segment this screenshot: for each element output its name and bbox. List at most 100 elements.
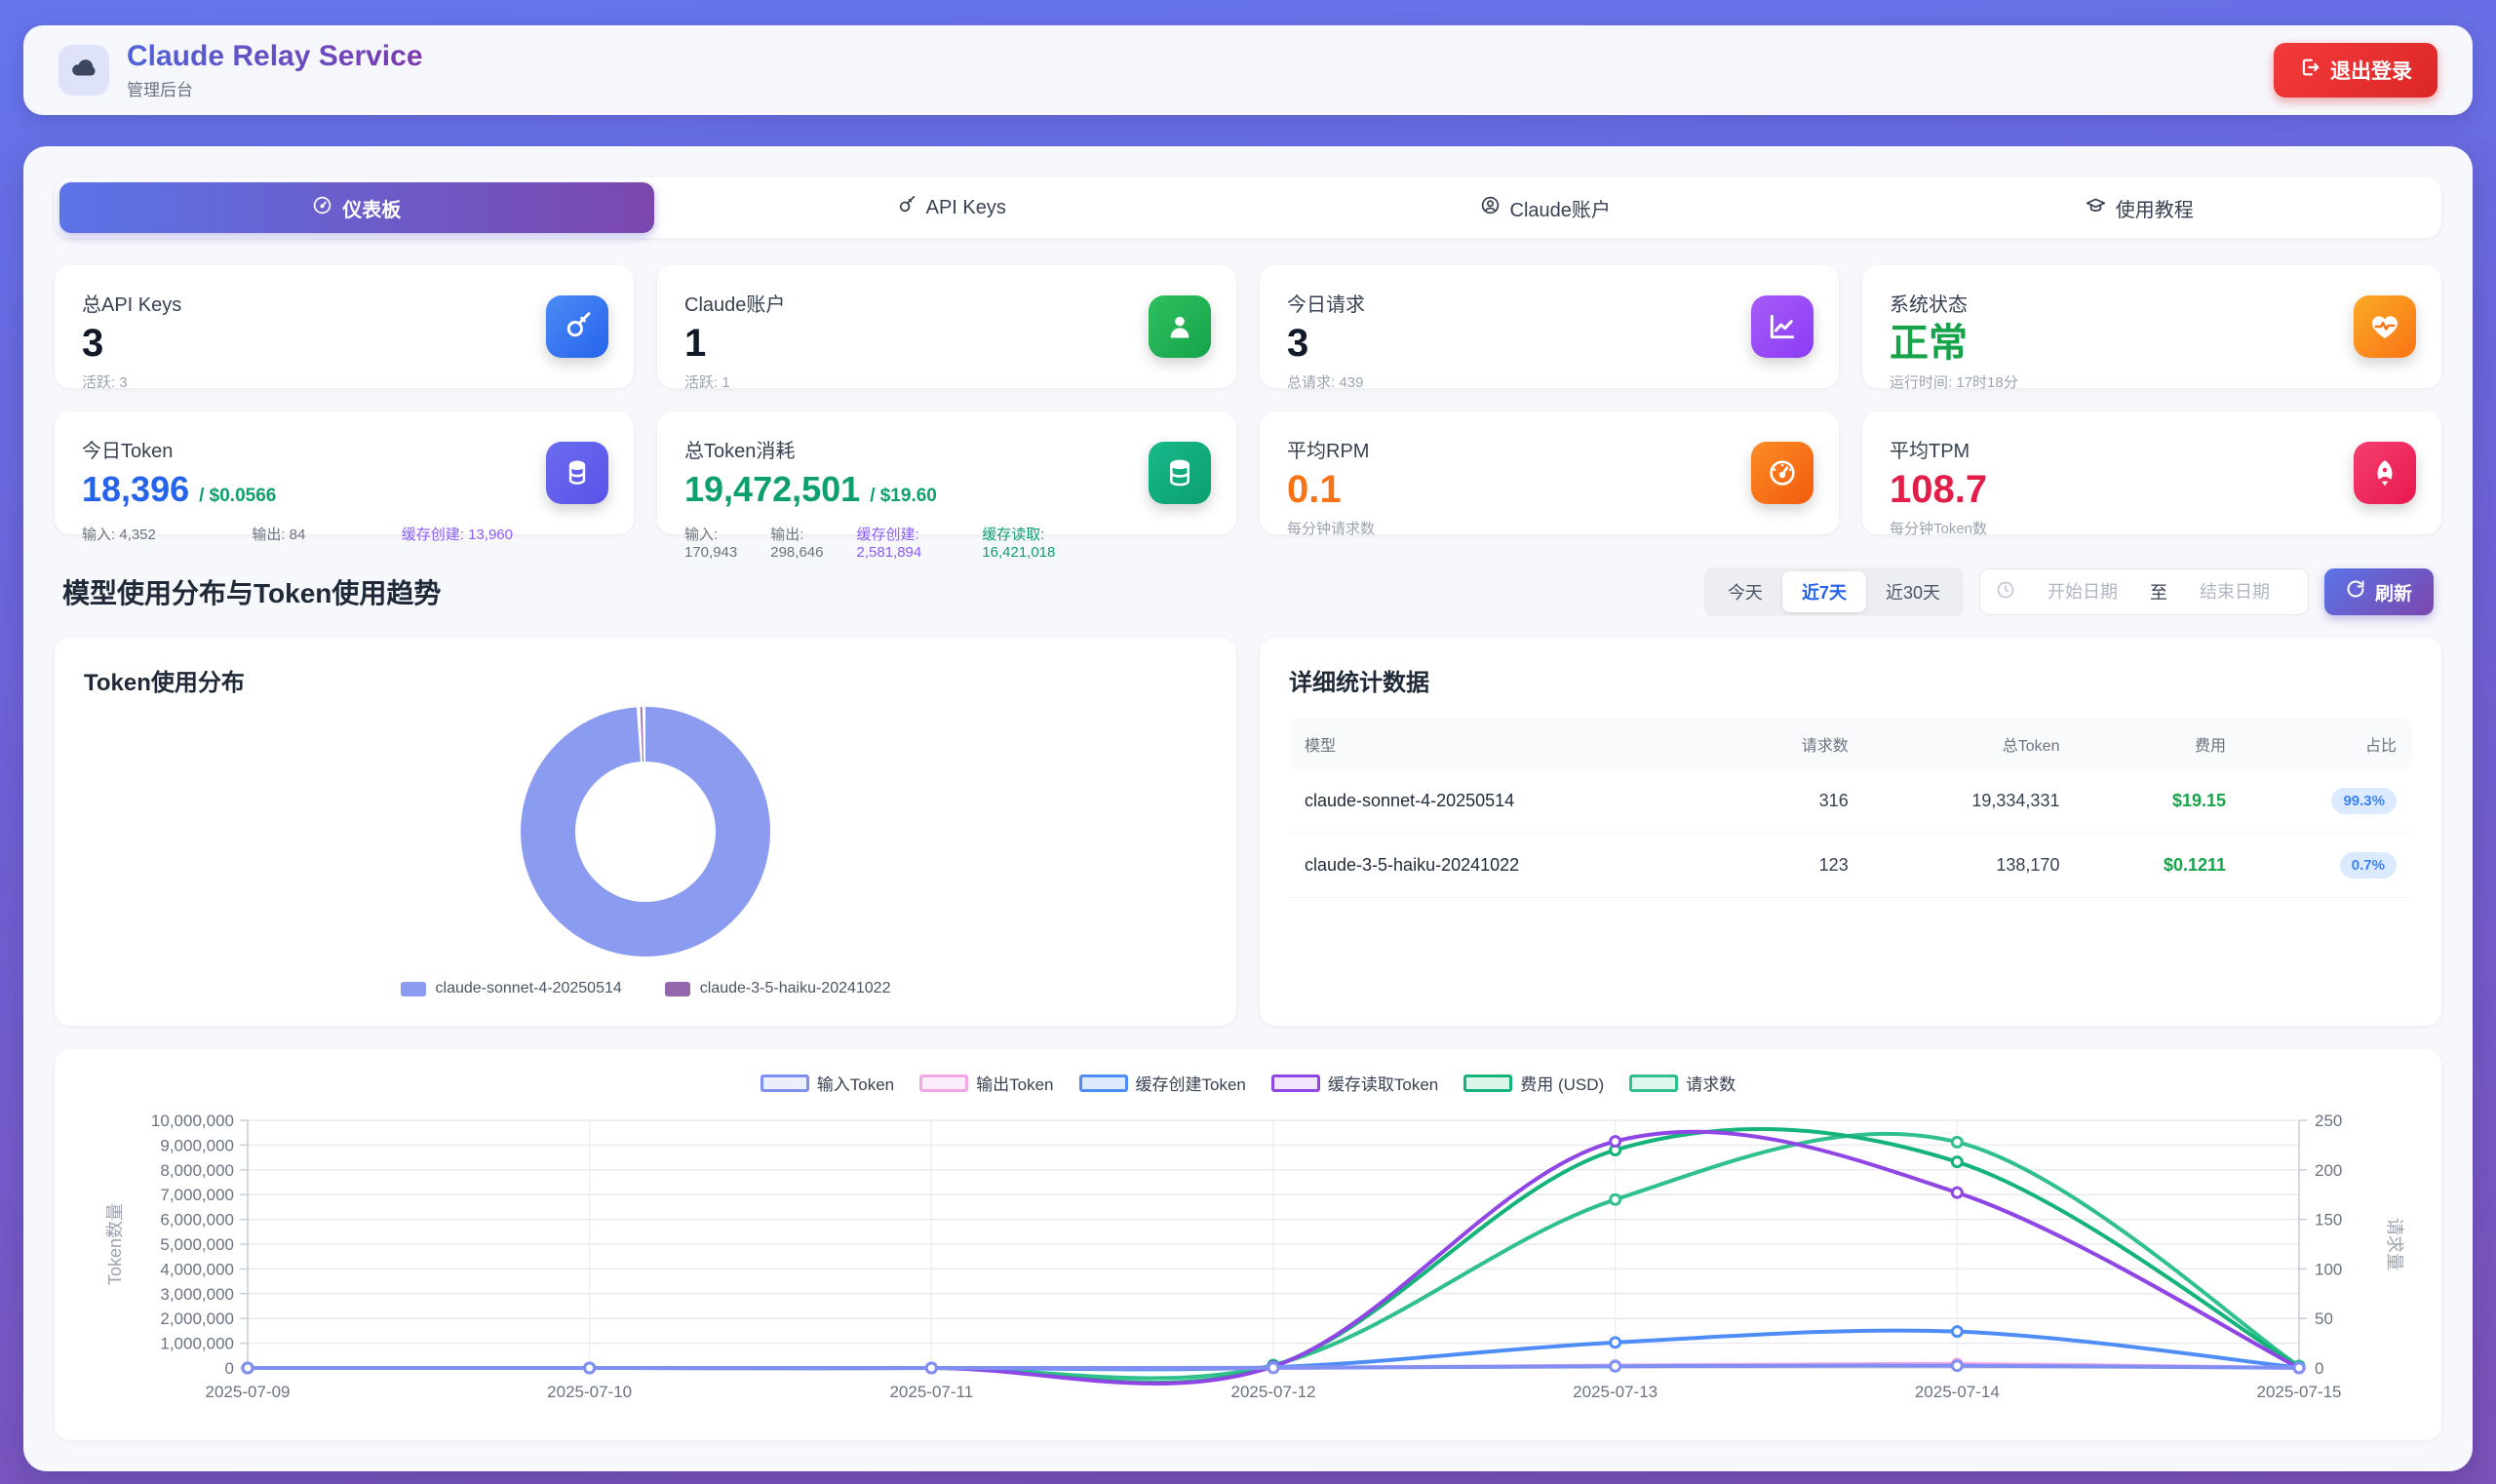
svg-text:50: 50 — [2315, 1309, 2333, 1328]
trend-line-chart[interactable]: 0 1,000,000 2,000,000 3,000,000 4,000,000 5,0… — [82, 1105, 2414, 1426]
tab-api-keys[interactable]: API Keys — [654, 182, 1249, 233]
legend-swatch — [760, 1074, 809, 1092]
svg-text:2025-07-13: 2025-07-13 — [1573, 1383, 1658, 1401]
end-date-input[interactable] — [2176, 581, 2292, 603]
tab-claude-accounts[interactable]: Claude账户 — [1248, 182, 1843, 233]
refresh-button[interactable]: 刷新 — [2323, 568, 2434, 615]
gauge-icon — [312, 195, 332, 221]
legend-swatch — [1078, 1074, 1128, 1092]
legend-item[interactable]: 输出Token — [919, 1071, 1054, 1095]
svg-text:200: 200 — [2315, 1161, 2342, 1180]
app-subtitle: 管理后台 — [127, 81, 193, 99]
svg-text:1,000,000: 1,000,000 — [160, 1335, 234, 1353]
stat-card-tpm: 平均TPM 108.7 每分钟Token数 — [1862, 411, 2441, 537]
stats-table-card: 详细统计数据 模型 请求数 总Token 费用 占比 claude-sonnet… — [1260, 638, 2441, 1026]
table-row[interactable]: claude-3-5-haiku-20241022 123 138,170 $0… — [1289, 833, 2412, 898]
donut-legend: claude-sonnet-4-20250514 claude-3-5-haik… — [400, 980, 890, 997]
legend-swatch — [400, 981, 426, 996]
section-title: 模型使用分布与Token使用趋势 — [62, 578, 442, 608]
stat-card-today-requests: 今日请求 3 总请求: 439 — [1260, 265, 1839, 391]
user-icon — [1149, 295, 1211, 358]
svg-text:2025-07-14: 2025-07-14 — [1915, 1383, 2000, 1401]
main-panel: 仪表板 API Keys Claude账户 使用教程 总API Keys 3 活… — [23, 146, 2473, 1471]
section-header: 模型使用分布与Token使用趋势 今天 近7天 近30天 至 刷新 — [62, 567, 2434, 616]
api-keys-value: 3 — [82, 322, 104, 365]
database-icon — [1149, 442, 1211, 504]
key-icon — [546, 295, 608, 358]
legend-item[interactable]: 费用 (USD) — [1463, 1071, 1604, 1095]
app-header: Claude Relay Service 管理后台 退出登录 — [23, 25, 2473, 115]
legend-item[interactable]: 缓存创建Token — [1078, 1071, 1246, 1095]
legend-item[interactable]: 输入Token — [760, 1071, 894, 1095]
graduation-cap-icon — [2086, 195, 2106, 221]
logout-button[interactable]: 退出登录 — [2274, 43, 2438, 98]
total-token-value: 19,472,501 — [684, 469, 861, 509]
start-date-input[interactable] — [2024, 581, 2140, 603]
charts-row: Token使用分布 claude-sonnet-4-20250514 claud… — [55, 638, 2441, 1026]
svg-text:2025-07-11: 2025-07-11 — [889, 1383, 973, 1401]
stat-card-accounts: Claude账户 1 活跃: 1 — [657, 265, 1236, 391]
stat-card-api-keys: 总API Keys 3 活跃: 3 — [55, 265, 634, 391]
share-badge: 0.7% — [2339, 852, 2397, 879]
total-token-cost: / $19.60 — [870, 486, 937, 506]
date-range-picker[interactable]: 至 — [1978, 568, 2309, 615]
speedometer-icon — [1751, 442, 1814, 504]
today-requests-value: 3 — [1287, 322, 1309, 365]
clock-icon — [1996, 580, 2015, 605]
token-distribution-card: Token使用分布 claude-sonnet-4-20250514 claud… — [55, 638, 1236, 1026]
svg-text:0: 0 — [225, 1359, 234, 1378]
today-token-cost: / $0.0566 — [199, 486, 277, 506]
coins-icon — [546, 442, 608, 504]
legend-swatch — [1463, 1074, 1513, 1092]
system-status-value: 正常 — [1890, 322, 1968, 365]
logout-icon — [2299, 57, 2320, 84]
svg-text:250: 250 — [2315, 1112, 2342, 1130]
stat-card-today-token: 今日Token 18,396 / $0.0566 输入: 4,352 输出: 8… — [55, 411, 634, 543]
svg-text:2025-07-15: 2025-07-15 — [2257, 1383, 2342, 1401]
legend-item[interactable]: claude-sonnet-4-20250514 — [400, 980, 622, 997]
svg-text:6,000,000: 6,000,000 — [160, 1211, 234, 1230]
table-header-row: 模型 请求数 总Token 费用 占比 — [1289, 719, 2412, 769]
date-range-separator: 至 — [2149, 583, 2167, 603]
svg-text:2025-07-10: 2025-07-10 — [547, 1383, 632, 1401]
tab-tutorial[interactable]: 使用教程 — [1843, 182, 2438, 233]
svg-text:0: 0 — [2315, 1359, 2323, 1378]
range-segmented-control: 今天 近7天 近30天 — [1703, 567, 1964, 616]
tab-dashboard[interactable]: 仪表板 — [59, 182, 654, 233]
svg-text:2025-07-12: 2025-07-12 — [1231, 1383, 1316, 1401]
svg-text:请求量: 请求量 — [2385, 1218, 2404, 1270]
svg-text:5,000,000: 5,000,000 — [160, 1235, 234, 1254]
svg-text:150: 150 — [2315, 1211, 2342, 1230]
table-row[interactable]: claude-sonnet-4-20250514 316 19,334,331 … — [1289, 769, 2412, 834]
svg-text:10,000,000: 10,000,000 — [151, 1112, 234, 1130]
trend-legend: 输入Token 输出Token 缓存创建Token 缓存读取Token 费用 (… — [82, 1071, 2414, 1095]
token-trend-card: 输入Token 输出Token 缓存创建Token 缓存读取Token 费用 (… — [55, 1049, 2441, 1440]
legend-swatch — [1629, 1074, 1679, 1092]
legend-item[interactable]: claude-3-5-haiku-20241022 — [664, 980, 890, 997]
stat-card-rpm: 平均RPM 0.1 每分钟请求数 — [1260, 411, 1839, 537]
brand: Claude Relay Service 管理后台 — [58, 40, 423, 100]
donut-chart[interactable] — [511, 697, 780, 966]
legend-swatch — [664, 981, 690, 996]
svg-text:2,000,000: 2,000,000 — [160, 1309, 234, 1328]
range-7days-button[interactable]: 近7天 — [1781, 571, 1866, 612]
range-today-button[interactable]: 今天 — [1708, 571, 1782, 612]
heartbeat-icon — [2354, 295, 2416, 358]
legend-item[interactable]: 请求数 — [1629, 1071, 1736, 1095]
stat-card-system-status: 系统状态 正常 运行时间: 17时18分 — [1862, 265, 2441, 391]
user-circle-icon — [1480, 195, 1501, 221]
key-icon — [896, 195, 916, 221]
svg-text:9,000,000: 9,000,000 — [160, 1136, 234, 1154]
share-badge: 99.3% — [2331, 788, 2397, 814]
rpm-value: 0.1 — [1287, 468, 1342, 511]
app-title: Claude Relay Service — [127, 40, 423, 72]
svg-text:2025-07-09: 2025-07-09 — [206, 1383, 291, 1401]
stat-row-1: 总API Keys 3 活跃: 3 Claude账户 1 活跃: 1 今日请求 … — [55, 265, 2441, 391]
accounts-value: 1 — [684, 322, 707, 365]
stat-row-2: 今日Token 18,396 / $0.0566 输入: 4,352 输出: 8… — [55, 411, 2441, 561]
legend-item[interactable]: 缓存读取Token — [1270, 1071, 1438, 1095]
stat-card-total-token: 总Token消耗 19,472,501 / $19.60 输入: 170,943… — [657, 411, 1236, 561]
svg-text:100: 100 — [2315, 1260, 2342, 1278]
app-logo — [58, 45, 109, 96]
range-30days-button[interactable]: 近30天 — [1866, 571, 1960, 612]
